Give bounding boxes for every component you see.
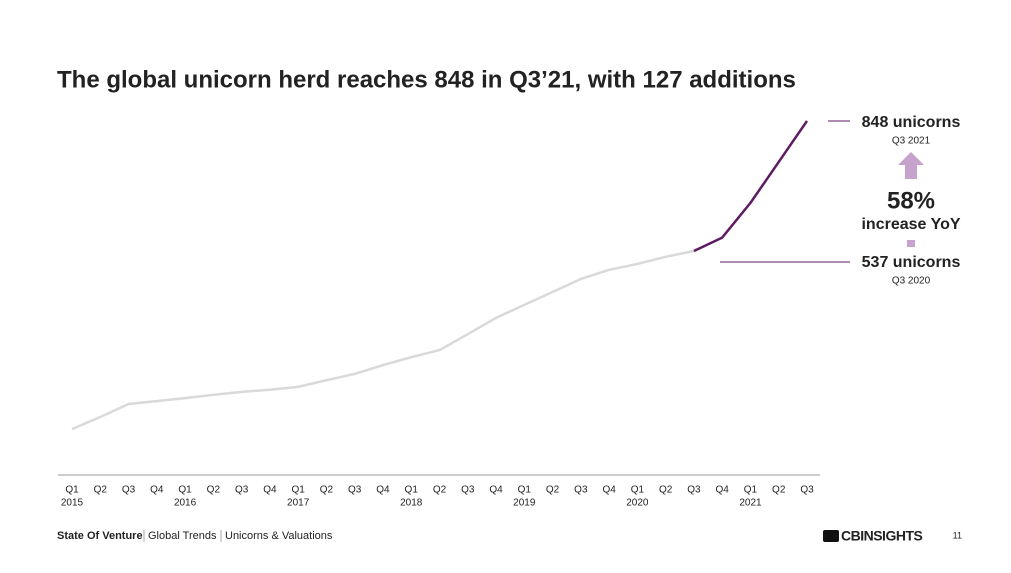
- annotation-change: 58%: [887, 187, 935, 214]
- x-tick-label: Q1: [405, 485, 419, 496]
- x-tick-label: Q4: [602, 485, 616, 496]
- x-year-label: 2017: [287, 498, 310, 509]
- line: [693, 120, 809, 253]
- x-tick-label: Q1: [744, 485, 758, 496]
- x-year-label: 2018: [400, 498, 423, 509]
- x-tick-label: Q2: [772, 485, 786, 496]
- x-tick-label: Q4: [150, 485, 164, 496]
- logo-icon: [823, 530, 839, 542]
- annotation-value: 848 unicorns: [862, 114, 961, 131]
- x-year-label: 2020: [626, 498, 649, 509]
- x-tick-label: Q4: [376, 485, 390, 496]
- footer-section: Global Trends: [148, 530, 217, 542]
- annotation-period: Q3 2021: [892, 136, 931, 147]
- x-tick-label: Q3: [574, 485, 588, 496]
- x-tick-label: Q3: [235, 485, 249, 496]
- x-tick-label: Q1: [291, 485, 305, 496]
- annotation-period: Q3 2020: [892, 276, 931, 287]
- x-tick-label: Q1: [178, 485, 192, 496]
- x-tick-label: Q4: [489, 485, 503, 496]
- footer-report: State Of Venture: [57, 530, 143, 542]
- x-tick-label: Q2: [320, 485, 334, 496]
- x-tick-label: Q2: [94, 485, 108, 496]
- x-tick-label: Q1: [631, 485, 645, 496]
- annotation-value: 537 unicorns: [862, 254, 961, 271]
- x-tick-label: Q3: [800, 485, 814, 496]
- x-tick-label: Q3: [122, 485, 136, 496]
- arrow: [898, 152, 924, 179]
- logo: CBINSIGHTS: [841, 528, 923, 544]
- x-year-label: 2016: [174, 498, 197, 509]
- x-tick-label: Q3: [461, 485, 475, 496]
- arrow-base: [907, 240, 915, 247]
- x-tick-label: Q1: [65, 485, 79, 496]
- x-tick-label: Q2: [659, 485, 673, 496]
- x-year-label: 2021: [739, 498, 762, 509]
- x-tick-label: Q2: [207, 485, 221, 496]
- x-tick-label: Q1: [518, 485, 532, 496]
- annotation-change-text: increase YoY: [861, 216, 960, 233]
- footer-topic: Unicorns & Valuations: [225, 530, 333, 542]
- x-year-label: 2015: [61, 498, 84, 509]
- x-tick-label: Q2: [433, 485, 447, 496]
- chart-title: The global unicorn herd reaches 848 in Q…: [57, 66, 796, 93]
- x-tick-label: Q4: [263, 485, 277, 496]
- page-number: 11: [953, 530, 962, 540]
- x-year-label: 2019: [513, 498, 536, 509]
- x-tick-label: Q3: [687, 485, 701, 496]
- line: [71, 249, 695, 431]
- x-tick-label: Q2: [546, 485, 560, 496]
- x-tick-label: Q3: [348, 485, 362, 496]
- x-tick-label: Q4: [716, 485, 730, 496]
